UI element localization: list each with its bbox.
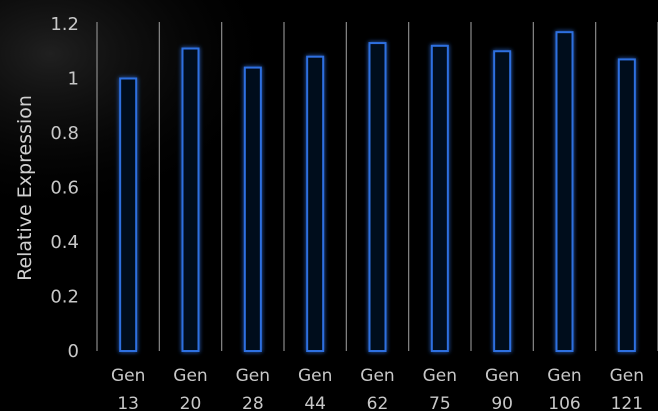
x-tick-label-line: Gen xyxy=(236,366,270,386)
bar xyxy=(368,42,387,352)
y-axis-title: Relative Expression xyxy=(14,95,36,281)
x-tick-label-line: 44 xyxy=(304,394,326,411)
y-tick-label: 0.2 xyxy=(50,287,79,308)
x-tick-label: Gen 90 xyxy=(485,366,519,411)
x-tick-label-line: Gen xyxy=(610,366,644,386)
x-tick-label-line: Gen xyxy=(547,366,581,386)
x-tick-label-line: Gen xyxy=(111,366,145,386)
x-tick-label: Gen 62 xyxy=(360,366,394,411)
y-tick-label: 0 xyxy=(68,341,79,362)
background-smoke-decoration xyxy=(0,0,420,300)
x-tick-label-line: Gen xyxy=(423,366,457,386)
x-tick-label-line: 20 xyxy=(180,394,202,411)
category-separators xyxy=(96,22,658,351)
bar xyxy=(493,50,512,352)
bar xyxy=(181,47,200,353)
bar-series xyxy=(119,31,636,353)
bar xyxy=(119,77,138,352)
x-tick-label: Gen 121 xyxy=(610,366,644,411)
y-axis: 0 0.2 0.4 0.6 0.8 1 1.2 xyxy=(50,14,79,362)
x-tick-label-line: 75 xyxy=(429,394,451,411)
x-tick-label-line: Gen xyxy=(298,366,332,386)
bar xyxy=(555,31,574,353)
x-tick-label: Gen 13 xyxy=(111,366,145,411)
x-axis: Gen 13 Gen 20 Gen 28 Gen 44 Gen 62 Gen 75 Gen 90 Gen 10… xyxy=(111,366,644,411)
x-tick-label-line: Gen xyxy=(173,366,207,386)
x-tick-label: Gen 106 xyxy=(547,366,581,411)
x-tick-label-line: 106 xyxy=(548,394,580,411)
bar xyxy=(306,55,325,352)
bar xyxy=(243,66,262,352)
y-tick-label: 0.6 xyxy=(50,178,79,199)
x-tick-label-line: Gen xyxy=(360,366,394,386)
y-tick-label: 0.4 xyxy=(50,232,79,253)
y-tick-label: 0.8 xyxy=(50,123,79,144)
x-tick-label: Gen 20 xyxy=(173,366,207,411)
y-tick-label: 1.2 xyxy=(50,14,79,35)
x-tick-label: Gen 75 xyxy=(423,366,457,411)
bar xyxy=(617,58,636,353)
x-tick-label: Gen 28 xyxy=(236,366,270,411)
y-tick-label: 1 xyxy=(68,69,79,90)
x-tick-label-line: 90 xyxy=(491,394,513,411)
bar xyxy=(430,44,449,353)
x-tick-label-line: 62 xyxy=(367,394,389,411)
x-tick-label-line: 13 xyxy=(117,394,139,411)
x-tick-label: Gen 44 xyxy=(298,366,332,411)
x-tick-label-line: 28 xyxy=(242,394,264,411)
x-tick-label-line: 121 xyxy=(611,394,643,411)
x-tick-label-line: Gen xyxy=(485,366,519,386)
